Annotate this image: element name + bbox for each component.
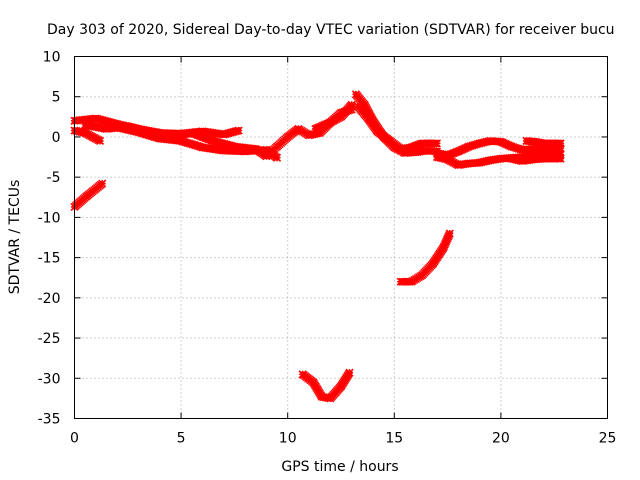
y-tick-label: -25	[38, 331, 61, 347]
sample-marker	[420, 146, 429, 155]
sample-marker	[527, 155, 536, 164]
sample-marker	[527, 145, 536, 154]
sample-marker	[346, 101, 355, 110]
data-series	[70, 90, 565, 403]
sample-marker	[324, 119, 333, 128]
sample-marker	[495, 137, 504, 146]
series-arc-11	[507, 154, 565, 166]
plot-frame	[74, 56, 608, 419]
sample-marker	[516, 156, 525, 165]
sample-marker	[554, 154, 563, 163]
sample-marker	[405, 277, 414, 286]
x-axis-label: GPS time / hours	[281, 459, 398, 475]
y-tick-label: -35	[38, 412, 61, 428]
sample-marker	[324, 394, 333, 403]
y-tick-label: 5	[52, 90, 61, 106]
y-tick-label: 10	[43, 50, 61, 66]
y-tick-label: 0	[52, 130, 61, 146]
sample-marker	[94, 136, 103, 145]
sample-marker	[260, 145, 269, 154]
sample-marker	[484, 137, 493, 146]
sample-marker	[506, 141, 515, 150]
sample-marker	[554, 139, 563, 148]
x-tick-label: 10	[279, 431, 297, 447]
series-arc-14	[298, 368, 354, 403]
x-tick-label: 0	[70, 431, 79, 447]
sample-marker	[527, 151, 536, 160]
sample-marker	[473, 158, 482, 167]
x-tick-label: 20	[492, 431, 510, 447]
sample-marker	[132, 127, 141, 136]
sample-marker	[484, 156, 493, 165]
x-tick-label: 25	[599, 431, 617, 447]
sample-marker	[452, 148, 461, 156]
y-tick-label: -5	[47, 170, 61, 186]
tick-labels: 0 5 10 15 20 25 10 5 0 -5 -10 -15 -20 -25 -30 -35	[38, 50, 617, 447]
x-tick-label: 15	[385, 431, 403, 447]
sample-marker	[554, 144, 563, 153]
x-tick-label: 5	[177, 431, 186, 447]
sample-marker	[271, 152, 280, 161]
y-axis-label: SDTVAR / TECUs	[7, 180, 23, 295]
sample-marker	[79, 128, 88, 137]
sample-marker	[516, 145, 525, 154]
y-tick-label: -15	[38, 251, 61, 267]
sample-marker	[96, 180, 105, 189]
sample-marker	[441, 155, 450, 164]
series-arc-9	[432, 136, 565, 160]
sample-marker	[409, 148, 418, 157]
sample-marker	[313, 129, 322, 138]
sample-marker	[554, 150, 563, 159]
sample-marker	[431, 139, 440, 148]
series-arc-12	[522, 136, 565, 148]
y-tick-label: -20	[38, 291, 61, 307]
series-arc-8	[353, 102, 442, 154]
sample-marker	[196, 142, 205, 151]
y-tick-label: -30	[38, 371, 61, 387]
sample-marker	[473, 139, 482, 148]
series-arc-13	[396, 229, 454, 286]
sample-marker	[233, 126, 242, 135]
sample-marker	[445, 231, 454, 240]
grid	[74, 56, 608, 419]
sample-marker	[111, 119, 120, 128]
series-arc-6	[311, 100, 356, 133]
sample-marker	[395, 144, 404, 153]
sample-marker	[405, 143, 414, 152]
series-arc-5	[113, 123, 282, 162]
axis-ticks	[74, 56, 608, 419]
y-tick-label: -10	[38, 210, 61, 226]
sample-marker	[463, 143, 472, 152]
chart-title: Day 303 of 2020, Sidereal Day-to-day VTE…	[47, 22, 615, 38]
sample-marker	[438, 245, 447, 254]
series-arc-4	[70, 179, 107, 211]
sample-marker	[344, 370, 353, 379]
sample-marker	[463, 159, 472, 168]
sample-marker	[207, 136, 216, 145]
sample-marker	[495, 154, 504, 163]
